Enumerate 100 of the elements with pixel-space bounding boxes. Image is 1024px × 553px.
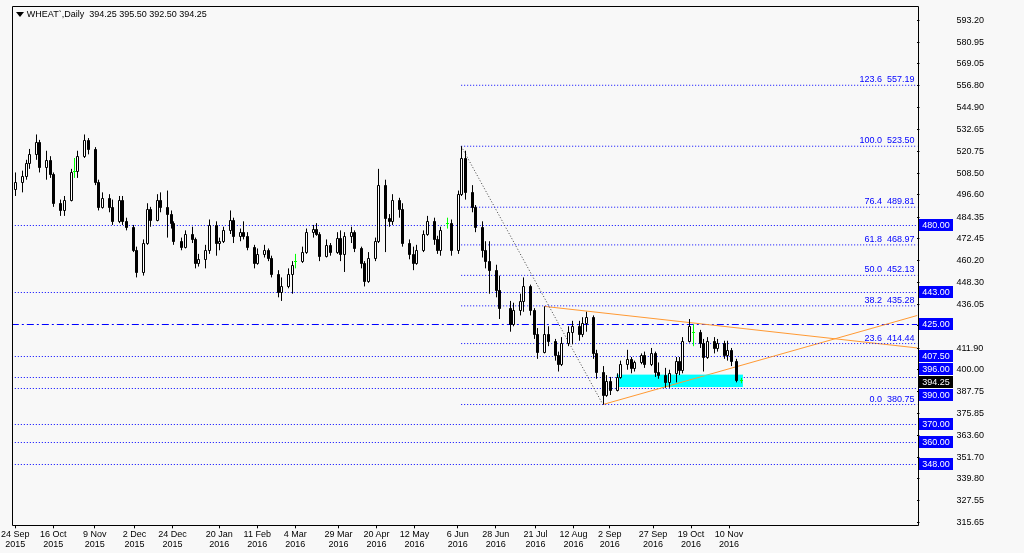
x-tick-label: 21 Jul 2016 (523, 528, 548, 550)
candlestick (691, 323, 696, 347)
candlestick (246, 231, 249, 251)
candlestick (166, 190, 169, 239)
series-label: 100.0 523.50 (859, 135, 915, 146)
candlestick (522, 276, 525, 313)
x-tick-label: 6 Jun 2016 (446, 528, 469, 550)
candlestick (401, 202, 404, 248)
candlestick (726, 340, 729, 362)
candlestick (578, 320, 581, 342)
candlestick (156, 193, 159, 222)
y-tick-label: 544.90 (956, 101, 984, 112)
series-label: 76.4 489.81 (864, 196, 915, 207)
y-tick-label: 339.80 (956, 473, 984, 484)
candlestick (415, 244, 418, 266)
x-tick-label: 29 Mar 2016 (324, 528, 353, 550)
candlestick (63, 195, 66, 217)
candlestick (567, 325, 570, 347)
y-tick-label: 363.60 (956, 430, 984, 441)
x-tick-label: 28 Jun 2016 (482, 528, 510, 550)
candlestick (287, 267, 290, 289)
candlestick (184, 229, 187, 249)
y-tick-label: 351.70 (956, 451, 984, 462)
candlestick (571, 320, 574, 345)
candlestick (121, 195, 124, 226)
candlestick (488, 240, 491, 295)
candlestick (293, 253, 298, 269)
y-tick-label: 496.60 (956, 189, 984, 200)
x-tick-label: 10 Nov 2016 (714, 528, 744, 550)
x-tick-label: 24 Dec 2015 (158, 528, 188, 550)
candlestick (76, 150, 79, 179)
candlestick (512, 302, 515, 327)
candlestick (509, 300, 512, 333)
candlestick (336, 231, 339, 255)
candlestick (353, 229, 356, 253)
y-tick-label: 315.65 (956, 516, 984, 527)
candlestick (626, 349, 629, 371)
y-tick-label: 520.75 (956, 145, 984, 156)
candlestick (343, 231, 346, 273)
candlestick (609, 376, 612, 396)
legend-label: 396.00 (922, 363, 950, 374)
text: 394.25 (922, 376, 950, 387)
candlestick (280, 276, 283, 302)
x-tick-label: 16 Oct 2015 (40, 528, 68, 550)
candlestick (735, 358, 738, 383)
candlestick (585, 311, 588, 333)
candlestick (464, 150, 467, 201)
y-tick-label: 375.85 (956, 407, 984, 418)
candlestick (70, 168, 73, 202)
chart-title: WHEAT`,Daily 394.25 395.50 392.50 394.25 (26, 8, 207, 19)
candlestick (723, 340, 726, 360)
x-tick-label: 12 Aug 2016 (559, 528, 588, 550)
x-tick-label: 27 Sep 2016 (638, 528, 668, 550)
candlestick (668, 369, 671, 389)
candlestick (543, 305, 546, 354)
candlestick (45, 150, 48, 181)
series-label: 123.6 557.19 (859, 74, 915, 85)
ref-line-label: 390.00 (922, 389, 950, 400)
y-tick-label: 593.20 (956, 14, 984, 25)
series-label: 50.0 452.13 (864, 264, 915, 275)
ref-line-label: 370.00 (922, 418, 950, 429)
series-label: 61.8 468.97 (864, 233, 915, 244)
y-tick-label: 387.75 (956, 386, 984, 397)
y-tick-label: 327.55 (956, 495, 984, 506)
x-tick-label: 19 Oct 2016 (677, 528, 705, 550)
candlestick (277, 269, 280, 298)
series-label: 23.6 414.44 (864, 332, 915, 343)
y-tick-label: 472.45 (956, 233, 984, 244)
candlestick (339, 229, 342, 262)
candlestick (681, 336, 684, 374)
candlestick (412, 246, 415, 271)
y-tick-label: 532.65 (956, 124, 984, 135)
y-tick-label: 400.00 (956, 364, 984, 375)
series-label: 0.0 380.75 (869, 393, 915, 404)
candlestick (581, 316, 584, 338)
x-tick-label: 9 Nov 2015 (83, 528, 108, 550)
y-tick-label: 580.95 (956, 36, 984, 47)
x-tick-label: 4 Mar 2016 (283, 528, 307, 550)
ref-line-label: 407.50 (922, 350, 950, 361)
candlestick (450, 219, 453, 257)
candlestick (291, 260, 294, 295)
candlestick (675, 356, 678, 383)
ref-line-label: 425.00 (922, 318, 950, 329)
ref-line-label: 443.00 (922, 286, 950, 297)
candlestick (664, 367, 667, 389)
candlestick (325, 238, 328, 259)
y-tick-label: 411.90 (956, 342, 984, 353)
candlestick (439, 226, 442, 257)
candlestick (83, 133, 86, 159)
candlestick (367, 251, 370, 284)
ref-line-label: 480.00 (922, 219, 950, 230)
candlestick (118, 195, 121, 224)
candlestick (605, 374, 608, 398)
candlestick (384, 179, 387, 253)
ref-line-label: 348.00 (922, 458, 950, 469)
y-tick-label: 508.50 (956, 167, 984, 178)
candlestick (706, 336, 709, 360)
x-tick-label: 11 Feb 2016 (243, 528, 271, 550)
candlestick (688, 318, 691, 344)
x-tick-label: 20 Apr 2016 (363, 528, 390, 550)
